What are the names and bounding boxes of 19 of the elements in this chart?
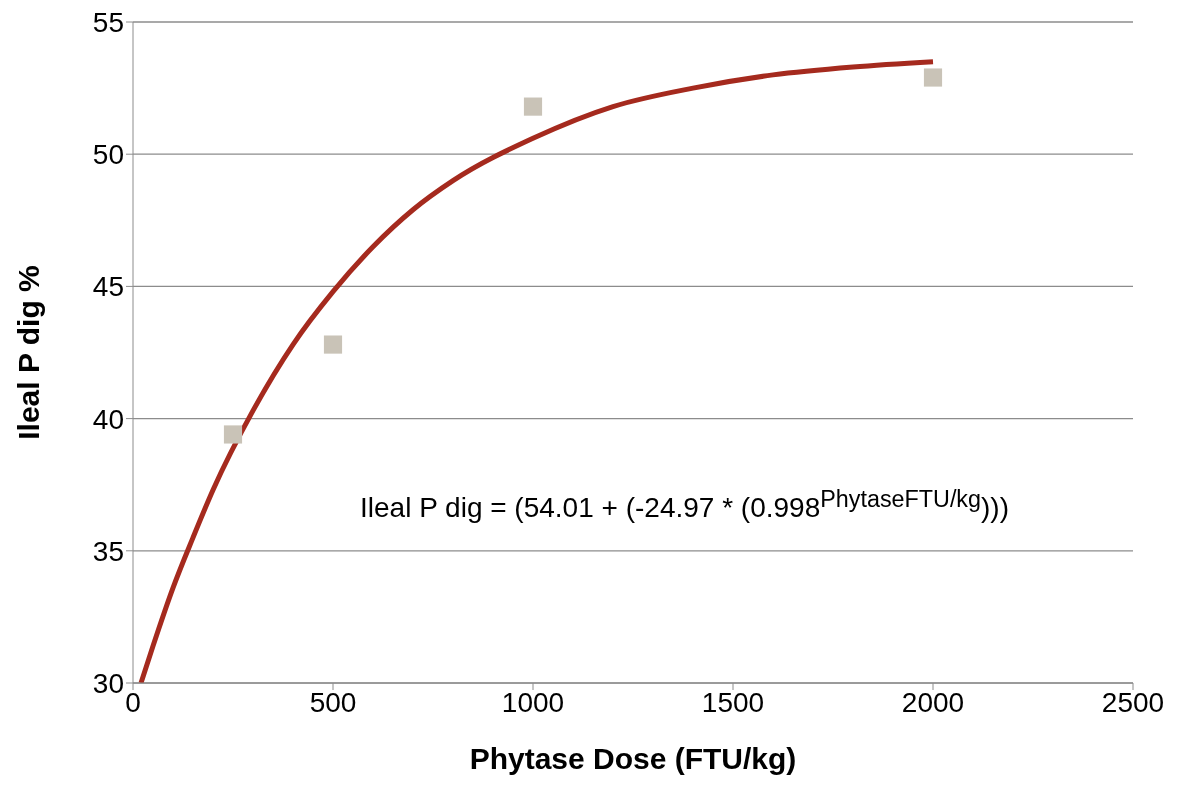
x-tick-label: 500 xyxy=(309,686,357,718)
y-tick-label: 50 xyxy=(92,139,124,171)
x-tick-label: 2500 xyxy=(1101,686,1165,718)
x-tick-label: 1500 xyxy=(701,686,765,718)
point xyxy=(323,335,343,354)
y-tick-label: 35 xyxy=(92,535,124,567)
y-tick-label: 40 xyxy=(92,403,124,435)
point xyxy=(223,425,243,444)
x-axis-title: Phytase Dose (FTU/kg) xyxy=(469,742,797,775)
x-tick-label: 1000 xyxy=(501,686,565,718)
annotation: Ileal P dig = (54.01 + (-24.97 * (0.998$^{PhytaseFTU/kg}$))) xyxy=(360,486,1009,525)
y-axis-title: Ileal P dig % xyxy=(11,265,45,440)
y-tick-label: 45 xyxy=(92,271,124,303)
point xyxy=(923,68,943,87)
point xyxy=(523,97,543,116)
x-tick-label: 2000 xyxy=(901,686,965,718)
y-tick-label: 30 xyxy=(92,667,124,699)
y-tick-label: 55 xyxy=(92,6,124,38)
x-tick-label: 0 xyxy=(125,686,141,718)
